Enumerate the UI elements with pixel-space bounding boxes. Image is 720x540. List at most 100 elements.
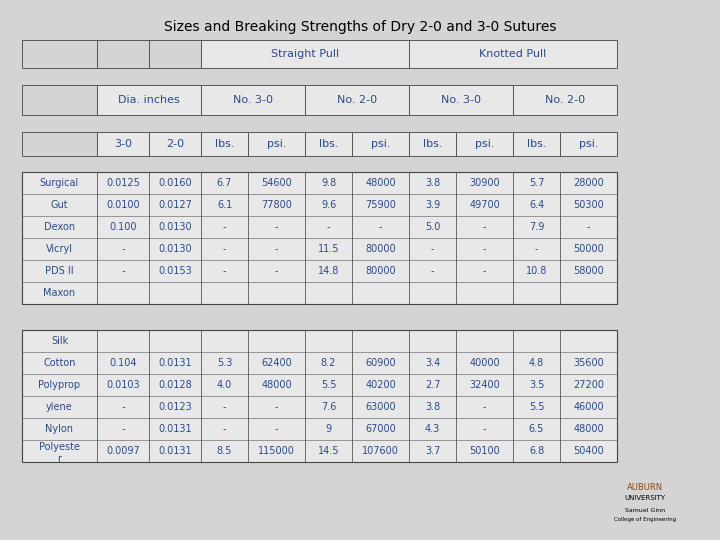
Text: 48000: 48000 xyxy=(261,380,292,390)
Text: 7.9: 7.9 xyxy=(528,222,544,232)
Text: 5.3: 5.3 xyxy=(217,358,232,368)
Text: 50300: 50300 xyxy=(573,200,604,210)
Text: 0.0130: 0.0130 xyxy=(158,222,192,232)
Text: 4.8: 4.8 xyxy=(529,358,544,368)
Text: 48000: 48000 xyxy=(365,178,396,188)
Text: 40000: 40000 xyxy=(469,358,500,368)
Text: 9.6: 9.6 xyxy=(321,200,336,210)
Bar xyxy=(248,132,305,156)
Text: -: - xyxy=(275,402,278,412)
Bar xyxy=(305,85,409,115)
Text: -: - xyxy=(482,424,486,434)
Text: Maxon: Maxon xyxy=(43,288,76,298)
Text: 50400: 50400 xyxy=(573,446,604,456)
Text: 63000: 63000 xyxy=(365,402,396,412)
Text: 0.0131: 0.0131 xyxy=(158,424,192,434)
Text: Silk: Silk xyxy=(51,336,68,346)
Text: 0.0125: 0.0125 xyxy=(106,178,140,188)
Text: 62400: 62400 xyxy=(261,358,292,368)
Text: Dexon: Dexon xyxy=(44,222,75,232)
Text: 6.7: 6.7 xyxy=(217,178,232,188)
Bar xyxy=(22,172,617,304)
Text: 35600: 35600 xyxy=(573,358,604,368)
Text: 3.9: 3.9 xyxy=(425,200,440,210)
Text: -: - xyxy=(482,244,486,254)
Text: -: - xyxy=(222,222,226,232)
Text: 0.0160: 0.0160 xyxy=(158,178,192,188)
Text: Knotted Pull: Knotted Pull xyxy=(480,49,546,59)
Text: Vicryl: Vicryl xyxy=(46,244,73,254)
Text: 30900: 30900 xyxy=(469,178,500,188)
Text: Polyprop: Polyprop xyxy=(38,380,81,390)
Text: 50000: 50000 xyxy=(573,244,604,254)
Text: 0.100: 0.100 xyxy=(109,222,137,232)
Text: No. 2-0: No. 2-0 xyxy=(545,95,585,105)
Bar xyxy=(22,330,617,462)
Text: 32400: 32400 xyxy=(469,380,500,390)
Text: -: - xyxy=(275,424,278,434)
Text: -: - xyxy=(275,266,278,276)
Text: psi.: psi. xyxy=(371,139,390,149)
Text: 5.7: 5.7 xyxy=(528,178,544,188)
Text: 4.0: 4.0 xyxy=(217,380,232,390)
Text: 5.5: 5.5 xyxy=(528,402,544,412)
Bar xyxy=(22,40,97,68)
Text: r: r xyxy=(58,454,61,464)
Text: -: - xyxy=(275,222,278,232)
Text: 0.0131: 0.0131 xyxy=(158,446,192,456)
Bar xyxy=(560,132,617,156)
Text: -: - xyxy=(482,222,486,232)
Text: Cotton: Cotton xyxy=(43,358,76,368)
Text: 8.5: 8.5 xyxy=(217,446,232,456)
Text: 0.0100: 0.0100 xyxy=(106,200,140,210)
Text: AUBURN: AUBURN xyxy=(627,483,663,492)
Text: -: - xyxy=(121,266,125,276)
Text: 0.0153: 0.0153 xyxy=(158,266,192,276)
Text: 0.0103: 0.0103 xyxy=(106,380,140,390)
Text: 8.2: 8.2 xyxy=(321,358,336,368)
Text: -: - xyxy=(431,266,434,276)
Text: 6.4: 6.4 xyxy=(529,200,544,210)
Text: No. 2-0: No. 2-0 xyxy=(337,95,377,105)
Text: Nylon: Nylon xyxy=(45,424,73,434)
Text: 3.7: 3.7 xyxy=(425,446,440,456)
Text: UNIVERSITY: UNIVERSITY xyxy=(624,495,665,501)
Text: psi.: psi. xyxy=(579,139,598,149)
Bar xyxy=(409,40,617,68)
Bar xyxy=(201,40,409,68)
Text: 3.5: 3.5 xyxy=(528,380,544,390)
Text: -: - xyxy=(121,424,125,434)
Text: 67000: 67000 xyxy=(365,424,396,434)
Text: 60900: 60900 xyxy=(365,358,396,368)
Text: 54600: 54600 xyxy=(261,178,292,188)
Text: 58000: 58000 xyxy=(573,266,604,276)
Text: 7.6: 7.6 xyxy=(321,402,336,412)
Text: Sizes and Breaking Strengths of Dry 2-0 and 3-0 Sutures: Sizes and Breaking Strengths of Dry 2-0 … xyxy=(163,20,557,34)
Text: 2-0: 2-0 xyxy=(166,139,184,149)
Text: lbs.: lbs. xyxy=(423,139,442,149)
Text: 80000: 80000 xyxy=(365,244,396,254)
Text: PDS II: PDS II xyxy=(45,266,74,276)
Text: ylene: ylene xyxy=(46,402,73,412)
Bar xyxy=(22,85,97,115)
Text: Straight Pull: Straight Pull xyxy=(271,49,339,59)
Text: -: - xyxy=(587,222,590,232)
Text: 27200: 27200 xyxy=(573,380,604,390)
Bar xyxy=(97,132,149,156)
Bar xyxy=(201,85,305,115)
Text: -: - xyxy=(222,266,226,276)
Text: 14.5: 14.5 xyxy=(318,446,339,456)
Text: 46000: 46000 xyxy=(573,402,604,412)
Bar xyxy=(352,132,409,156)
Text: -: - xyxy=(222,402,226,412)
Text: -: - xyxy=(222,424,226,434)
Text: 14.8: 14.8 xyxy=(318,266,339,276)
Bar xyxy=(149,40,201,68)
Text: 107600: 107600 xyxy=(362,446,399,456)
Bar xyxy=(149,132,201,156)
Text: 0.0127: 0.0127 xyxy=(158,200,192,210)
Bar xyxy=(409,85,513,115)
Bar xyxy=(97,85,201,115)
Text: -: - xyxy=(482,266,486,276)
Text: 5.5: 5.5 xyxy=(320,380,336,390)
